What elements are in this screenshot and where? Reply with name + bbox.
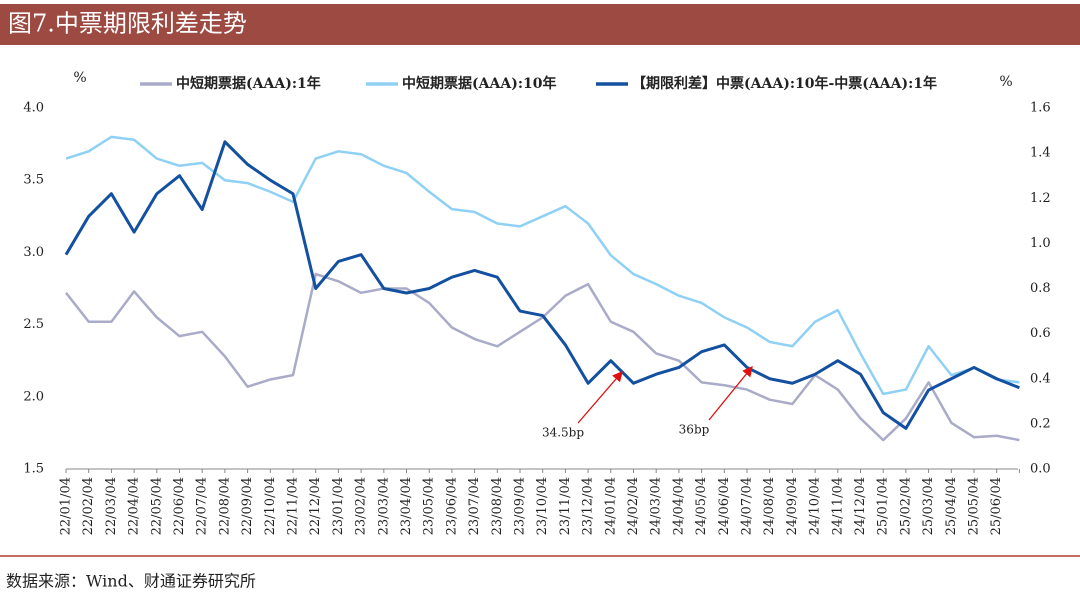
y-tick-label: 3.0 (23, 245, 44, 260)
x-tick-label: 25/06/04 (989, 477, 1004, 535)
x-tick-label: 24/04/04 (671, 477, 686, 535)
x-tick-label: 22/04/04 (127, 477, 142, 535)
x-tick-label: 24/08/04 (762, 477, 777, 535)
x-tick-label: 24/09/04 (785, 477, 800, 535)
x-tick-label: 24/05/04 (694, 477, 709, 535)
x-tick-label: 22/07/04 (195, 477, 210, 535)
y2-tick-label: 0.8 (1030, 281, 1051, 296)
x-tick-label: 23/06/04 (444, 477, 459, 535)
series-line (65, 135, 1020, 396)
x-tick-label: 24/12/04 (853, 477, 868, 535)
x-tick-label: 24/10/04 (808, 477, 823, 535)
y2-tick-label: 0.4 (1030, 371, 1051, 386)
x-tick-label: 25/01/04 (876, 477, 891, 535)
annotation: 34.5bp (542, 426, 584, 440)
y-tick-label: 3.5 (23, 173, 44, 188)
x-tick-label: 23/05/04 (422, 477, 437, 535)
x-tick-label: 24/03/04 (649, 477, 664, 535)
x-tick-label: 25/03/04 (921, 477, 936, 535)
annotation-arrow (708, 365, 753, 421)
x-tick-label: 23/07/04 (467, 477, 482, 535)
x-tick-label: 23/04/04 (399, 477, 414, 535)
x-tick-label: 22/01/04 (59, 477, 74, 535)
y-axis-label: % (73, 70, 86, 86)
annotation: 36bp (679, 423, 710, 437)
x-tick-label: 23/02/04 (354, 477, 369, 535)
x-tick-label: 23/12/04 (581, 477, 596, 535)
x-tick-label: 22/03/04 (104, 477, 119, 535)
legend-label: 【期限利差】中票(AAA):10年-中票(AAA):1年 (632, 75, 937, 92)
annotation-arrow (577, 371, 623, 424)
x-tick-label: 22/10/04 (263, 477, 278, 535)
x-tick-label: 24/01/04 (603, 477, 618, 535)
series-line (64, 140, 1020, 430)
x-tick-label: 22/06/04 (172, 477, 187, 535)
x-tick-label: 22/09/04 (240, 477, 255, 535)
x-tick-label: 23/11/04 (558, 477, 573, 535)
legend-label: 中短期票据(AAA):1年 (176, 75, 321, 92)
y-tick-label: 4.0 (23, 101, 44, 116)
x-tick-label: 23/08/04 (490, 477, 505, 535)
x-tick-label: 24/11/04 (830, 477, 845, 535)
source-note: 数据来源：Wind、财通证券研究所 (6, 572, 256, 591)
x-tick-label: 22/08/04 (217, 477, 232, 535)
x-tick-label: 24/07/04 (740, 477, 755, 535)
x-tick-label: 24/06/04 (717, 477, 732, 535)
y2-tick-label: 0.0 (1030, 462, 1051, 477)
x-tick-label: 22/11/04 (286, 477, 301, 535)
y2-axis-label: % (999, 74, 1012, 90)
y2-tick-label: 1.4 (1030, 146, 1051, 161)
y2-tick-label: 1.0 (1030, 236, 1051, 251)
y2-tick-label: 1.2 (1030, 191, 1051, 206)
x-tick-label: 22/02/04 (81, 477, 96, 535)
x-tick-label: 25/04/04 (944, 477, 959, 535)
x-tick-label: 24/02/04 (626, 477, 641, 535)
x-tick-label: 22/05/04 (149, 477, 164, 535)
y-tick-label: 2.5 (23, 317, 44, 332)
x-tick-label: 23/09/04 (513, 477, 528, 535)
y2-tick-label: 0.2 (1030, 416, 1051, 431)
x-tick-label: 23/03/04 (376, 477, 391, 535)
x-tick-label: 23/01/04 (331, 477, 346, 535)
x-tick-label: 22/12/04 (308, 477, 323, 535)
legend-label: 中短期票据(AAA):10年 (402, 75, 557, 92)
y2-tick-label: 1.6 (1030, 101, 1051, 116)
y-tick-label: 2.0 (23, 389, 44, 404)
y2-tick-label: 0.6 (1030, 326, 1051, 341)
x-tick-label: 25/02/04 (898, 477, 913, 535)
y-tick-label: 1.5 (23, 462, 44, 477)
chart-title: 图7.中票期限利差走势 (8, 10, 247, 38)
x-tick-label: 25/05/04 (967, 477, 982, 535)
title-bar (0, 4, 1080, 45)
x-tick-label: 23/10/04 (535, 477, 550, 535)
series-line (65, 272, 1020, 442)
